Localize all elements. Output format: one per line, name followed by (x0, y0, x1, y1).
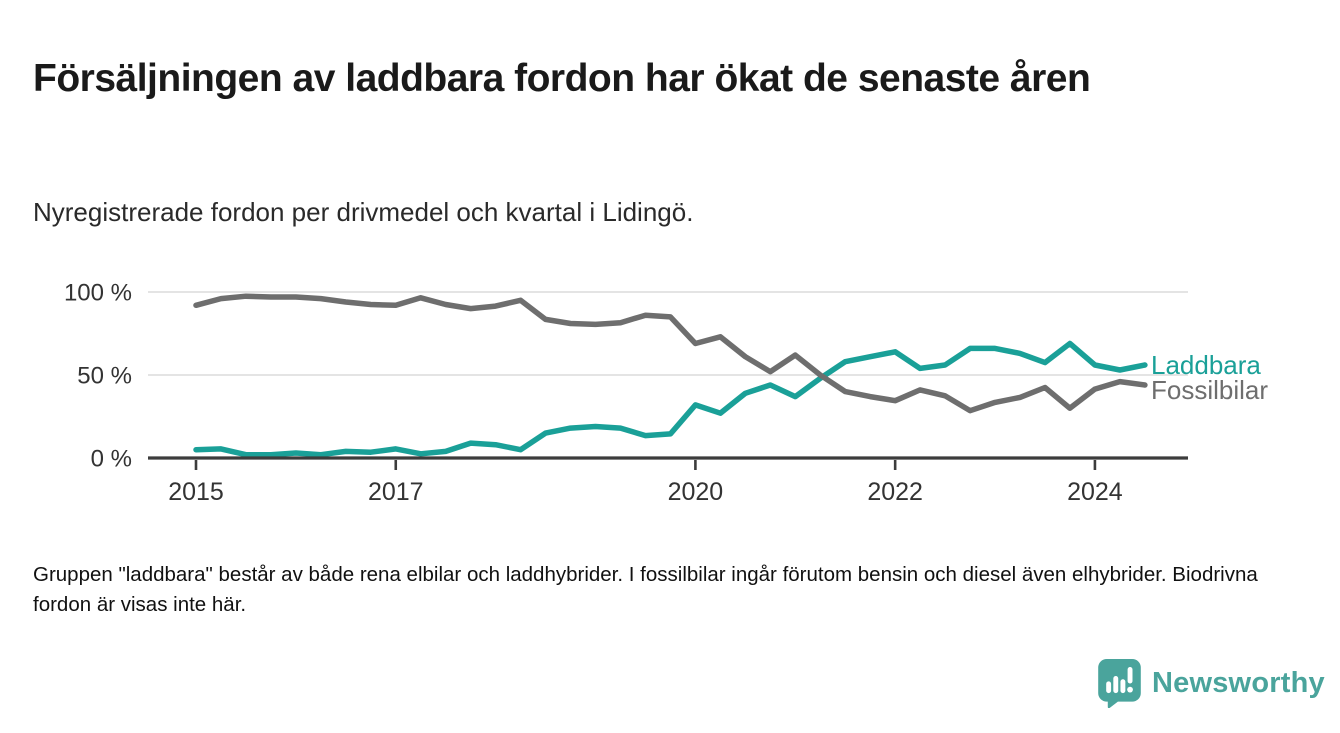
series-line-fossilbilar (193, 293, 1148, 414)
legend-label-fossilbilar: Fossilbilar (1151, 375, 1269, 405)
branding: Newsworthy (1098, 659, 1325, 708)
chart-svg: 0 % 50 % 100 % 2015 2017 2020 2022 2024 (64, 280, 1188, 506)
series-line-laddbara (193, 340, 1148, 458)
x-tick-label: 2020 (668, 478, 724, 506)
page-title: Försäljningen av laddbara fordon har öka… (33, 57, 1091, 101)
brand-name: Newsworthy (1152, 667, 1325, 699)
footnote: Gruppen "laddbara" består av både rena e… (33, 563, 1258, 616)
x-tick-label: 2015 (168, 478, 224, 506)
chart-subtitle: Nyregistrerade fordon per drivmedel och … (33, 197, 694, 227)
newsworthy-chart-bubble-icon (1098, 659, 1141, 708)
y-tick-label: 0 % (91, 446, 132, 473)
x-tick-label: 2017 (368, 478, 424, 506)
x-tick-label: 2022 (867, 478, 923, 506)
line-chart: 0 % 50 % 100 % 2015 2017 2020 2022 2024 (0, 268, 1340, 518)
legend-label-laddbara: Laddbara (1151, 350, 1261, 380)
y-tick-label: 100 % (64, 280, 132, 307)
x-tick-label: 2024 (1067, 478, 1123, 506)
y-tick-label: 50 % (77, 363, 132, 390)
